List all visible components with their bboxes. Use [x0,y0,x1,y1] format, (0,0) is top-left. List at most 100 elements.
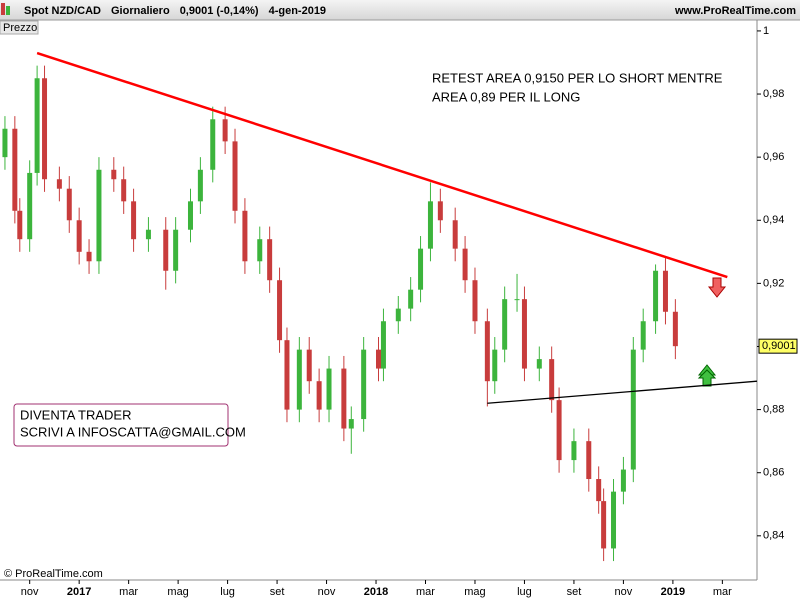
candle-body [640,321,646,350]
candle-body [277,280,283,341]
candle-body [380,321,386,369]
candle-body [549,359,555,401]
candle-body [611,491,617,549]
app-icon [6,6,10,15]
x-tick-label: mag [464,586,485,598]
candle-body [173,229,179,271]
candle-body [662,270,668,312]
x-tick-label: 2019 [661,586,685,598]
header-bar [0,0,800,20]
candle-body [267,239,273,281]
app-icon [1,3,5,15]
candle-body [462,248,468,281]
y-tick-label: 0,88 [763,404,784,416]
candle-body [437,201,443,221]
candle-body [361,349,367,420]
candle-body [571,441,577,461]
symbol: Spot NZD/CAD [24,5,101,17]
candle-body [630,349,636,470]
candle-body [653,270,659,322]
timeframe: Giornaliero [111,5,170,17]
candle-body [17,210,23,240]
y-tick-label: 0,86 [763,467,784,479]
candle-body [452,220,458,249]
plot [2,65,678,562]
candle-body [484,321,490,382]
candle-body [586,441,592,480]
candle-body [596,479,602,502]
candle-body [296,349,302,410]
candle-body [395,308,401,322]
y-tick-label: 0,92 [763,277,784,289]
last-price-label: 0,9001 [762,340,796,352]
candle-body [163,229,169,271]
candle-body [145,229,151,240]
candle-body [620,469,626,492]
x-tick-label: nov [21,586,39,598]
x-tick-label: set [270,586,285,598]
last-price-box [758,338,798,354]
x-tick-label: mar [119,586,138,598]
x-tick-label: mar [713,586,732,598]
copyright: © ProRealTime.com [4,568,103,580]
candle-body [66,188,72,221]
candle-body [27,172,33,240]
candle-body [502,299,508,350]
x-tick-label: set [567,586,582,598]
annotation-text: DIVENTA TRADER [20,407,131,422]
candle-body [326,368,332,410]
candle-body [536,359,542,369]
candle-body [187,201,193,230]
candle-body [222,119,228,142]
candle-body [472,280,478,322]
annotation-box [13,403,229,447]
candle-body [601,501,607,549]
candle-body [418,248,424,290]
y-tick-label: 0,98 [763,88,784,100]
panel-label-box [0,20,39,35]
candle-body [121,179,127,202]
x-tick-label: lug [220,586,235,598]
candle-body [210,119,216,170]
y-tick-label: 0,94 [763,214,784,226]
candle-body [12,128,18,211]
x-tick-label: 2018 [364,586,388,598]
annotation-text: SCRIVI A INFOSCATTA@GMAIL.COM [20,424,246,439]
candle-body [284,340,290,410]
candle-body [96,169,102,262]
candle-body [521,299,527,369]
x-tick-label: mar [416,586,435,598]
candle-body [232,141,238,211]
x-tick-label: lug [517,586,532,598]
y-tick-label: 0,96 [763,151,784,163]
trend-line [487,380,758,404]
annotation-text: RETEST AREA 0,9150 PER LO SHORT MENTRE [432,70,723,85]
candle-body [56,179,62,189]
candle-body [131,201,137,240]
candle-body [242,210,248,262]
candle-body [2,128,8,158]
trend-line [36,51,728,279]
candle-body [672,311,678,347]
candle-body [42,78,48,180]
candle-body [408,289,414,309]
down-arrow [707,277,727,298]
x-tick-label: nov [318,586,336,598]
candle-body [86,251,92,262]
x-tick-label: nov [615,586,633,598]
candle-body [341,368,347,429]
candle-body [348,419,354,429]
candle-body [306,349,312,382]
x-tick-label: mag [167,586,188,598]
quote: 0,9001 (-0,14%) [180,5,259,17]
candle-body [76,220,82,252]
x-tick-label: 2017 [67,586,91,598]
date: 4-gen-2019 [269,5,326,17]
candle-body [257,239,263,262]
candle-body [376,349,381,369]
candle-body [34,78,40,173]
header-text: Spot NZD/CAD Giornaliero 0,9001 (-0,14%) 4-… [24,5,326,17]
candle-body [316,381,322,410]
